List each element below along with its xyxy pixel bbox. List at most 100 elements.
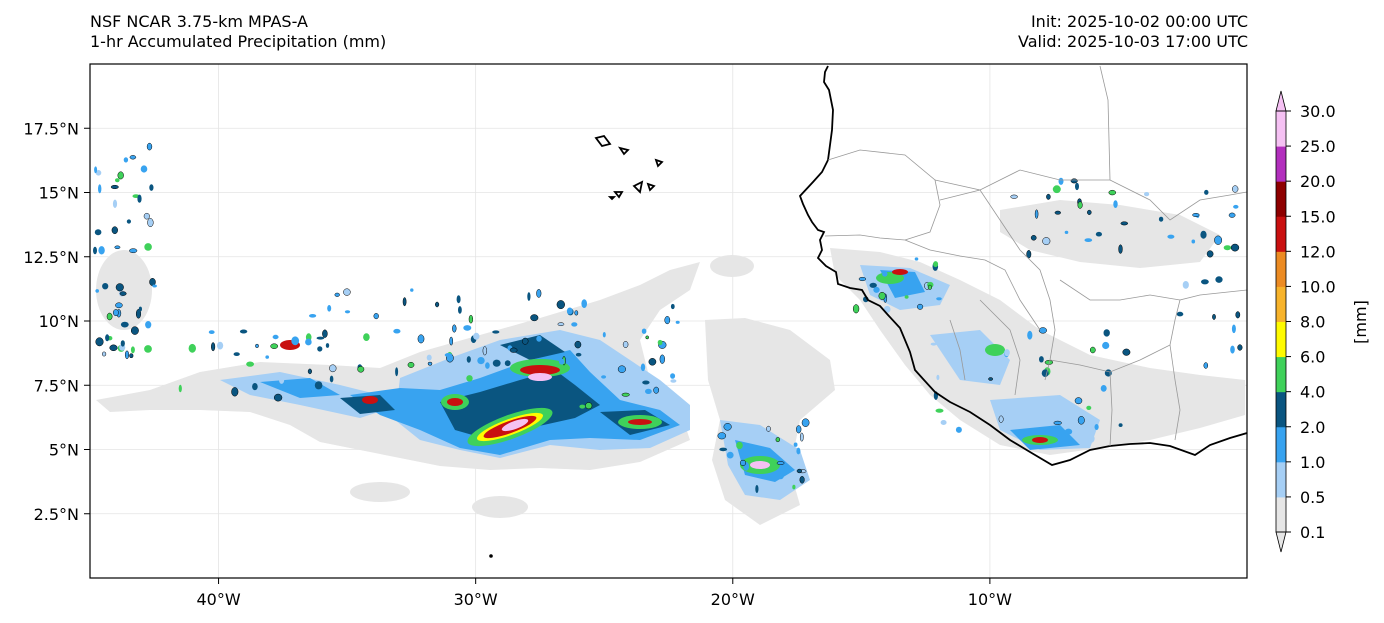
- precip-cell: [645, 335, 649, 340]
- precip-cell: [882, 271, 888, 277]
- precip-cell: [1158, 216, 1164, 222]
- precip-cell: [998, 415, 1004, 423]
- precip-cell: [1027, 330, 1033, 340]
- colorbar-segment: [1276, 111, 1286, 147]
- precip-cell: [556, 300, 565, 310]
- precip-cell: [601, 375, 607, 379]
- border: [904, 239, 1041, 331]
- colorbar-tick-label: 6.0: [1300, 348, 1325, 367]
- precip-cell: [621, 392, 630, 397]
- precip-cell: [641, 328, 647, 334]
- precip-cell: [1235, 311, 1241, 319]
- precip-cell: [723, 423, 732, 431]
- precip-cell: [144, 345, 152, 353]
- precip-cell: [120, 340, 125, 347]
- colorbar-segment: [1276, 286, 1286, 322]
- precip-cell: [1203, 362, 1209, 369]
- precip-cell: [490, 349, 499, 354]
- precip-cell: [670, 373, 676, 379]
- precip-cell: [252, 383, 258, 391]
- lat-tick-label: 10°N: [39, 312, 79, 331]
- precip-cell: [95, 170, 102, 176]
- title-right: Init: 2025-10-02 00:00 UTC Valid: 2025-1…: [1018, 12, 1248, 52]
- precip-cell: [307, 368, 312, 375]
- precip-cell: [933, 261, 939, 268]
- precip-cell: [357, 366, 365, 373]
- precip-cell: [316, 336, 325, 340]
- precip-cell: [988, 377, 993, 381]
- colorbar-tick-label: 8.0: [1300, 313, 1325, 332]
- colorbar-segment: [1276, 391, 1286, 428]
- precip-cell: [1070, 178, 1078, 184]
- precip-cell: [145, 321, 152, 329]
- precip-cell: [114, 245, 121, 250]
- precip-cell: [1200, 230, 1207, 239]
- precip-core-red: [628, 419, 652, 425]
- precip-cell: [675, 320, 680, 324]
- colorbar-tick-label: 20.0: [1300, 172, 1336, 191]
- precip-cell: [149, 184, 154, 191]
- precip-cell: [776, 461, 785, 465]
- precip-cell: [1010, 194, 1018, 199]
- precip-cell: [571, 322, 578, 327]
- precip-cell: [458, 306, 462, 314]
- lon-tick-label: 40°W: [196, 590, 240, 609]
- precip-cell: [917, 303, 924, 310]
- precip-cell: [927, 284, 932, 290]
- model-title: NSF NCAR 3.75-km MPAS-A: [90, 12, 308, 31]
- precip-cell: [1232, 185, 1239, 193]
- precip-cell: [111, 226, 118, 235]
- precip-cell: [1230, 345, 1235, 354]
- precip-cell: [852, 304, 860, 314]
- island-cape-verde: [654, 158, 664, 168]
- precip-cell: [1212, 313, 1216, 320]
- precip-cell: [492, 359, 501, 367]
- precip-cell: [272, 334, 279, 340]
- island-cape-verde: [632, 180, 644, 194]
- precip-cell: [138, 306, 142, 312]
- precip-cell: [119, 291, 127, 296]
- border: [1109, 179, 1247, 221]
- precip-cell: [536, 335, 542, 342]
- precip-cell: [1052, 185, 1061, 194]
- island-cape-verde: [594, 134, 612, 148]
- precip-cell: [402, 297, 407, 307]
- precip-cell: [98, 246, 105, 255]
- precip-cell: [878, 291, 886, 300]
- precip-cell: [869, 282, 877, 288]
- precip-cell: [468, 314, 474, 324]
- precip-cell: [566, 307, 573, 315]
- lat-tick-label: 7.5°N: [34, 376, 79, 395]
- lon-tick-label: 20°W: [711, 590, 755, 609]
- precip-cell: [736, 441, 743, 450]
- precip-cell: [322, 329, 328, 338]
- precip-cell: [407, 361, 415, 368]
- precip-cell: [115, 302, 123, 309]
- precip-cell: [557, 322, 565, 327]
- precip-cell: [273, 393, 283, 402]
- colorbar-tick-label: 30.0: [1300, 102, 1336, 121]
- colorbar: 0.1 0.5 1.0 2.0 4.0 6.0 8.0 10.0 12.0 15.0 20.0 25.…: [1275, 90, 1336, 553]
- precip-cell: [1046, 193, 1051, 200]
- precip-cell: [463, 325, 472, 331]
- lat-tick-label: 12.5°N: [23, 248, 79, 267]
- colorbar-tick-label: 4.0: [1300, 383, 1325, 402]
- precip-core-red: [892, 269, 908, 275]
- precip-cell: [1122, 348, 1131, 356]
- precip-cell: [574, 310, 579, 316]
- colorbar-segment: [1276, 216, 1286, 252]
- precip-cell: [509, 347, 518, 353]
- precip-cell: [473, 332, 480, 340]
- country-borders: [824, 65, 1247, 447]
- precip-cell: [239, 329, 248, 334]
- colorbar-tick-label: 15.0: [1300, 207, 1336, 226]
- coastlines: [594, 65, 1247, 466]
- precip-cell: [766, 425, 771, 432]
- precip-cell: [796, 468, 803, 474]
- precip-patch: [96, 250, 152, 330]
- precip-core-pink: [528, 373, 552, 381]
- precip-core-red: [520, 365, 560, 375]
- island-cape-verde: [613, 191, 624, 199]
- precip-cell: [914, 257, 919, 261]
